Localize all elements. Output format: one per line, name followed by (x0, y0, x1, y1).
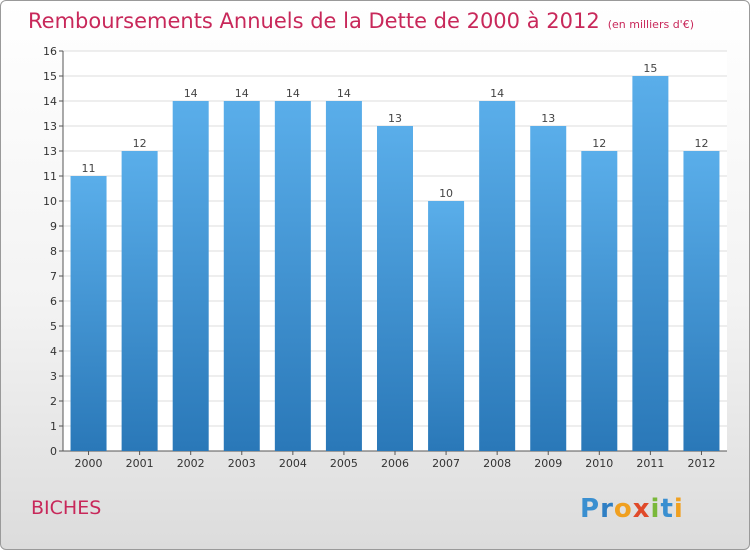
bar (223, 101, 260, 451)
y-tick-label: 1 (50, 420, 57, 433)
x-tick-label: 2006 (381, 457, 409, 470)
bar (428, 201, 465, 451)
svg-text:Proxiti: Proxiti (580, 494, 684, 523)
x-tick-label: 2008 (483, 457, 511, 470)
bar-value-label: 14 (286, 87, 300, 100)
y-tick-label: 3 (50, 370, 57, 383)
bar (683, 151, 720, 451)
x-tick-label: 2012 (687, 457, 715, 470)
bar (479, 101, 516, 451)
bar (121, 151, 158, 451)
bar-value-label: 13 (541, 112, 555, 125)
x-tick-label: 2003 (228, 457, 256, 470)
bar (70, 176, 107, 451)
y-tick-label: 15 (43, 70, 57, 83)
bar (172, 101, 209, 451)
y-tick-label: 4 (50, 345, 57, 358)
y-tick-label: 14 (43, 95, 57, 108)
y-tick-label: 16 (43, 45, 57, 58)
x-tick-label: 2001 (126, 457, 154, 470)
x-tick-label: 2009 (534, 457, 562, 470)
bar (581, 151, 618, 451)
bar (274, 101, 311, 451)
y-tick-label: 5 (50, 320, 57, 333)
y-tick-label: 9 (50, 220, 57, 233)
bar-value-label: 14 (235, 87, 249, 100)
x-tick-label: 2004 (279, 457, 307, 470)
bar-value-label: 13 (388, 112, 402, 125)
bar-value-label: 14 (490, 87, 504, 100)
y-tick-label: 8 (50, 245, 57, 258)
x-tick-label: 2005 (330, 457, 358, 470)
y-tick-label: 13 (43, 145, 57, 158)
bar (377, 126, 413, 451)
chart-title: Remboursements Annuels de la Dette de 20… (28, 9, 694, 33)
x-tick-label: 2010 (585, 457, 613, 470)
y-tick-label: 7 (50, 270, 57, 283)
chart-unit: (en milliers d'€) (607, 18, 694, 31)
bar-value-label: 12 (694, 137, 708, 150)
x-tick-label: 2011 (636, 457, 664, 470)
bar-value-label: 10 (439, 187, 453, 200)
bar-value-label: 15 (643, 62, 657, 75)
y-tick-label: 6 (50, 295, 57, 308)
bar (325, 101, 362, 451)
bar-value-label: 14 (337, 87, 351, 100)
x-tick-label: 2002 (177, 457, 205, 470)
x-tick-label: 2000 (75, 457, 103, 470)
commune-name: BICHES (31, 497, 102, 519)
y-tick-label: 2 (50, 395, 57, 408)
bar-value-label: 12 (133, 137, 147, 150)
y-tick-label: 10 (43, 195, 57, 208)
y-tick-label: 0 (50, 445, 57, 458)
y-tick-label: 11 (43, 170, 57, 183)
y-tick-label: 13 (43, 120, 57, 133)
bar (530, 126, 567, 451)
bar-value-label: 11 (82, 162, 96, 175)
bar-value-label: 12 (592, 137, 606, 150)
x-tick-label: 2007 (432, 457, 460, 470)
bar (632, 76, 669, 451)
bar-value-label: 14 (184, 87, 198, 100)
proxiti-logo: Proxiti (580, 494, 684, 523)
